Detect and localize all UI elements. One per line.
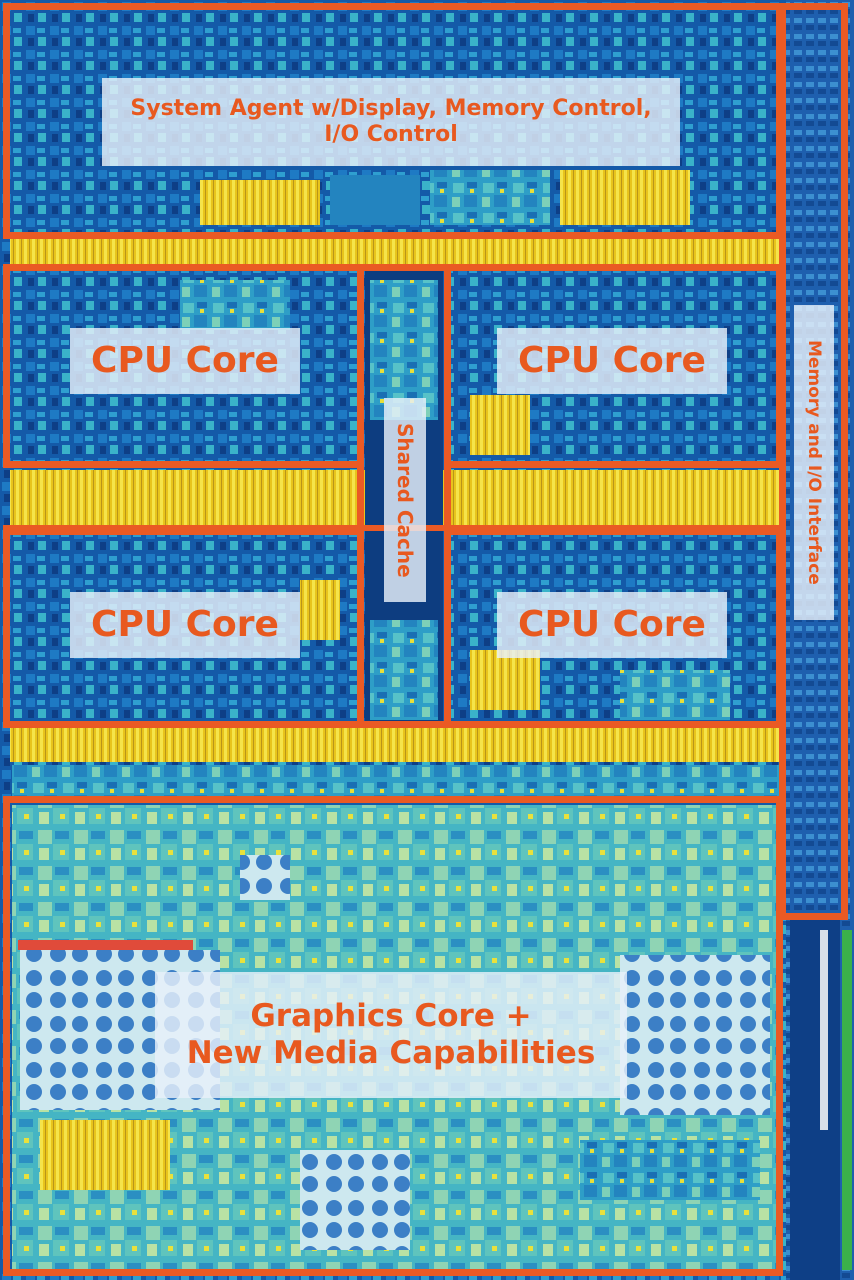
graphics-core-label: Graphics Core + New Media Capabilities — [155, 972, 627, 1098]
cpu-core-bottom-left-label: CPU Core — [70, 592, 300, 658]
cpu-core-top-left-label: CPU Core — [70, 328, 300, 394]
shared-cache-label: Shared Cache — [384, 398, 426, 602]
graphics-core-label-line1: Graphics Core + — [250, 997, 532, 1034]
graphics-core-outline — [3, 796, 783, 1276]
cpu-core-bottom-right-label: CPU Core — [497, 592, 727, 658]
system-agent-label-line1: System Agent w/Display, Memory Control, — [130, 95, 652, 121]
shared-cache-outline — [357, 264, 451, 728]
system-agent-label-line2: I/O Control — [324, 122, 458, 147]
cpu-core-top-right-label: CPU Core — [497, 328, 727, 394]
graphics-core-label-line2: New Media Capabilities — [186, 1035, 596, 1071]
memory-io-label: Memory and I/O Interface — [794, 305, 834, 620]
system-agent-label: System Agent w/Display, Memory Control, … — [102, 78, 680, 166]
